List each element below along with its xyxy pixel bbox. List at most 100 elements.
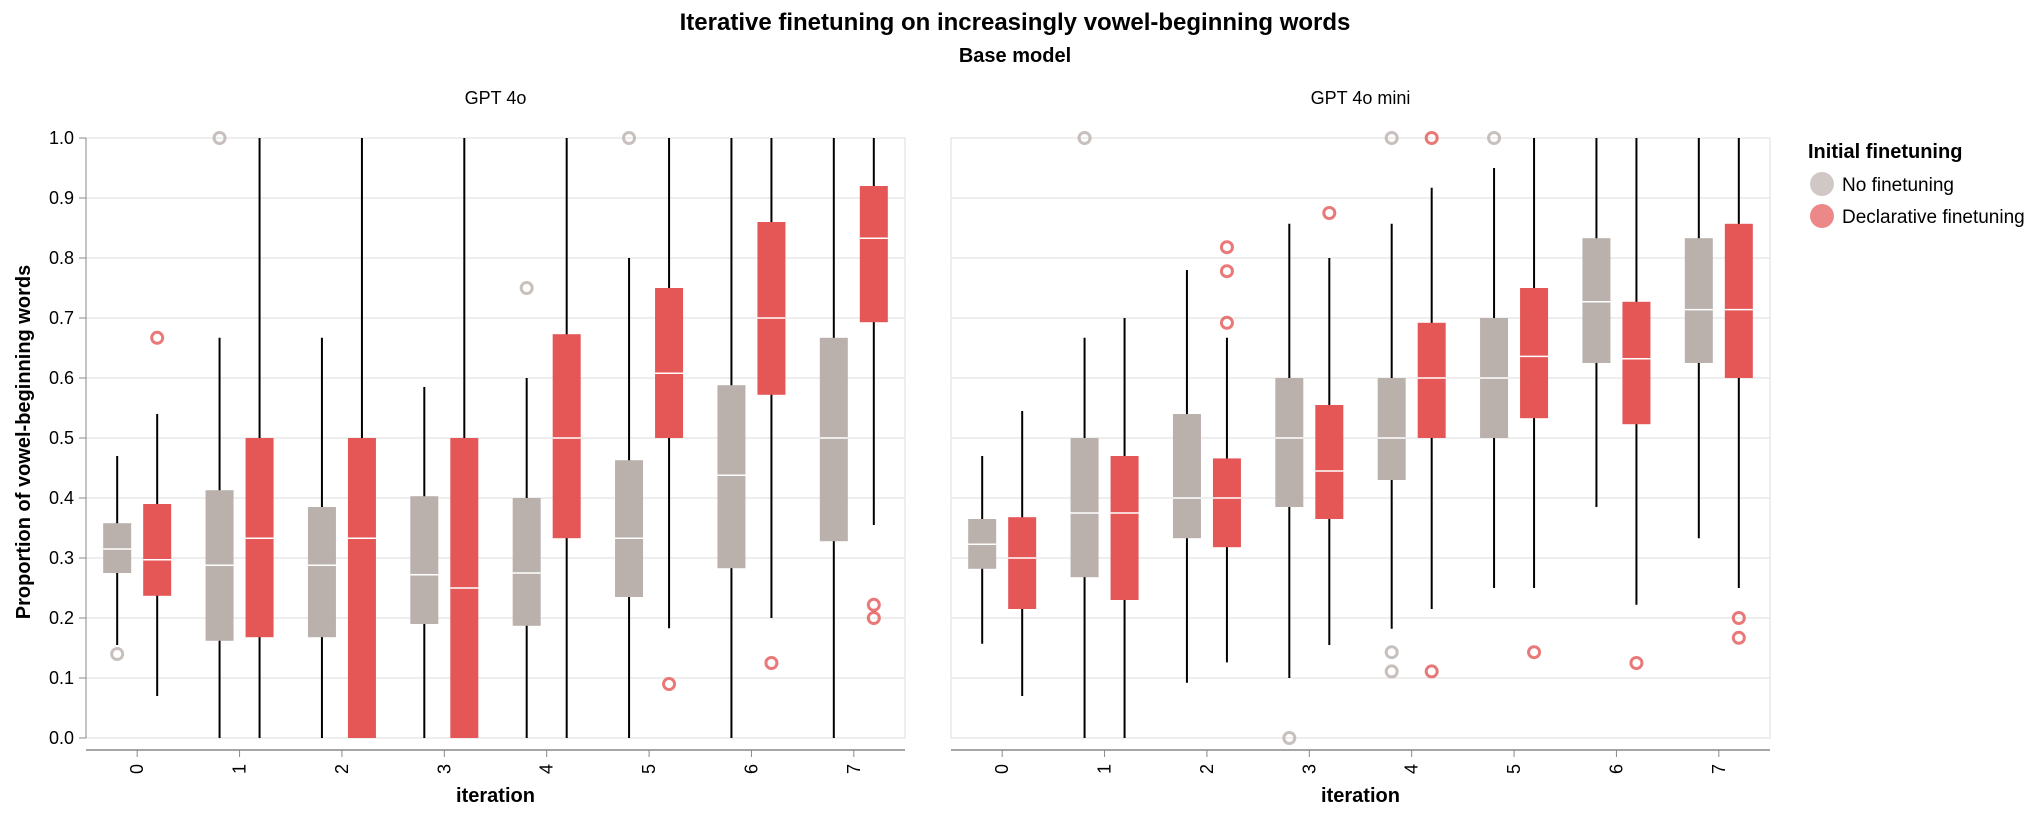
outlier-point bbox=[1731, 611, 1746, 625]
outlier-point bbox=[1487, 131, 1502, 145]
box bbox=[1110, 456, 1139, 600]
x-tick-label: 4 bbox=[1402, 764, 1422, 774]
box-group bbox=[1377, 131, 1406, 679]
x-axis-title: iteration bbox=[1321, 785, 1400, 807]
y-axis-title: Proportion of vowel-beginning words bbox=[13, 265, 35, 619]
box bbox=[1275, 378, 1304, 507]
series-declarative-finetuning bbox=[143, 138, 888, 738]
legend-swatch bbox=[1810, 204, 1834, 228]
x-tick-label: 2 bbox=[332, 764, 352, 774]
box-group bbox=[103, 456, 132, 661]
y-tick-label: 0.8 bbox=[49, 248, 74, 268]
legend-label: No finetuning bbox=[1842, 175, 1954, 196]
box-group bbox=[1070, 131, 1099, 738]
outlier-point bbox=[764, 656, 779, 670]
box-group bbox=[1275, 223, 1304, 745]
outlier-point bbox=[1322, 206, 1337, 220]
y-tick-label: 0.4 bbox=[49, 488, 74, 508]
outlier-point bbox=[1731, 630, 1746, 645]
x-tick-label: 3 bbox=[1299, 764, 1319, 774]
x-tick-label: 0 bbox=[992, 764, 1012, 774]
box-group bbox=[450, 138, 479, 738]
box bbox=[552, 334, 581, 539]
y-tick-label: 0.1 bbox=[49, 668, 74, 688]
legend-swatch bbox=[1810, 172, 1834, 196]
box-group bbox=[968, 456, 997, 644]
x-tick-label: 3 bbox=[434, 764, 454, 774]
panel-title: GPT 4o bbox=[465, 88, 527, 108]
outlier-point bbox=[1384, 131, 1399, 145]
outlier-point bbox=[1077, 131, 1092, 145]
outlier-point bbox=[662, 677, 677, 691]
box bbox=[512, 498, 541, 626]
box bbox=[307, 507, 336, 638]
box-group bbox=[245, 138, 274, 738]
box-group bbox=[819, 138, 848, 738]
box-group bbox=[205, 131, 234, 738]
y-tick-label: 0.7 bbox=[49, 308, 74, 328]
plot-frame bbox=[950, 137, 1771, 739]
outlier-point bbox=[1384, 664, 1399, 679]
outlier-point bbox=[1282, 731, 1297, 745]
series-no-finetuning bbox=[968, 131, 1713, 745]
x-tick-label: 4 bbox=[537, 764, 557, 774]
legend-title: Initial finetuning bbox=[1808, 141, 1962, 163]
box bbox=[1520, 288, 1549, 419]
box-group bbox=[1520, 138, 1549, 660]
box-group bbox=[347, 138, 376, 738]
y-tick-label: 1.0 bbox=[49, 128, 74, 148]
panel-1: GPT 4o 0.0 0.1 0.2 0.3 0.4 0.5 0.6 0.7 0.8 0.9 1.0 0… bbox=[49, 88, 906, 807]
box bbox=[103, 523, 132, 573]
outlier-point bbox=[1424, 131, 1439, 145]
x-tick-label: 6 bbox=[741, 764, 761, 774]
box bbox=[1172, 414, 1201, 539]
box-group bbox=[615, 131, 644, 738]
box bbox=[757, 222, 786, 395]
legend-label: Declarative finetuning bbox=[1842, 207, 2025, 228]
box bbox=[1315, 405, 1344, 519]
box bbox=[615, 460, 644, 597]
box bbox=[143, 504, 172, 596]
outlier-point bbox=[212, 131, 227, 145]
panel-title: GPT 4o mini bbox=[1311, 88, 1411, 108]
box bbox=[1724, 223, 1753, 378]
box bbox=[655, 288, 684, 438]
y-tick-label: 0.2 bbox=[49, 608, 74, 628]
x-tick-label: 1 bbox=[230, 764, 250, 774]
panel-2: GPT 4o mini 0 1 2 3 4 5 6 7 iteration bbox=[950, 88, 1771, 807]
y-tick-label: 0.6 bbox=[49, 368, 74, 388]
outlier-point bbox=[519, 281, 534, 295]
x-tick-label: 7 bbox=[1709, 764, 1729, 774]
outlier-point bbox=[1424, 664, 1439, 679]
outlier-point bbox=[1219, 240, 1234, 255]
box-group bbox=[143, 330, 172, 696]
x-tick-label: 5 bbox=[639, 764, 659, 774]
x-tick-label: 7 bbox=[844, 764, 864, 774]
box-group bbox=[1480, 131, 1509, 588]
series-declarative-finetuning bbox=[1008, 131, 1753, 738]
x-tick-label: 6 bbox=[1606, 764, 1626, 774]
outlier-point bbox=[1219, 264, 1234, 279]
box bbox=[1684, 238, 1713, 363]
box-group bbox=[757, 138, 786, 670]
y-tick-label: 0.5 bbox=[49, 428, 74, 448]
outlier-point bbox=[866, 597, 881, 612]
panels-group: GPT 4o 0.0 0.1 0.2 0.3 0.4 0.5 0.6 0.7 0.8 0.9 1.0 0… bbox=[49, 88, 1771, 807]
box-group bbox=[307, 337, 336, 738]
box-group bbox=[1008, 411, 1037, 696]
box bbox=[1070, 438, 1099, 578]
box bbox=[1008, 517, 1037, 609]
x-tick-label: 2 bbox=[1197, 764, 1217, 774]
x-tick-label: 5 bbox=[1504, 764, 1524, 774]
y-tick-label: 0.3 bbox=[49, 548, 74, 568]
outlier-point bbox=[866, 611, 881, 625]
box-group bbox=[1172, 270, 1201, 683]
box bbox=[717, 385, 746, 569]
box-group bbox=[1110, 318, 1139, 738]
box-group bbox=[1622, 138, 1651, 670]
outlier-point bbox=[1219, 315, 1234, 330]
box-group bbox=[1724, 138, 1753, 645]
box bbox=[347, 438, 376, 738]
box bbox=[859, 186, 888, 323]
